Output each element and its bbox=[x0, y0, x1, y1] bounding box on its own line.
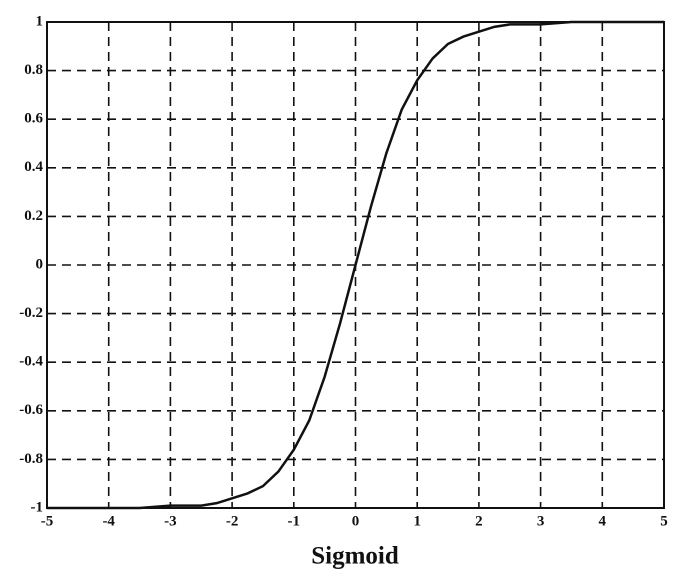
x-tick-label: 2 bbox=[475, 513, 483, 529]
y-tick-label: 0.8 bbox=[24, 62, 43, 78]
x-tick-label: 0 bbox=[352, 513, 360, 529]
x-tick-label: 1 bbox=[413, 513, 421, 529]
x-axis-label: Sigmoid bbox=[311, 543, 399, 570]
y-tick-label: -0.4 bbox=[19, 354, 43, 370]
y-tick-label: 0.4 bbox=[24, 159, 43, 175]
plot-frame bbox=[46, 21, 665, 509]
y-tick-label: -1 bbox=[31, 499, 44, 515]
y-tick-label: -0.2 bbox=[19, 305, 43, 321]
x-tick-label: -2 bbox=[226, 513, 239, 529]
x-tick-label: -4 bbox=[102, 513, 115, 529]
x-tick-label: -1 bbox=[288, 513, 301, 529]
x-tick-label: -3 bbox=[164, 513, 177, 529]
y-tick-label: 0.6 bbox=[24, 111, 43, 127]
y-tick-label: 1 bbox=[36, 13, 44, 29]
x-tick-label: 5 bbox=[660, 513, 668, 529]
y-tick-label: 0.2 bbox=[24, 208, 43, 224]
x-tick-label: 3 bbox=[537, 513, 545, 529]
x-tick-label: 4 bbox=[599, 513, 607, 529]
x-tick-label: -5 bbox=[41, 513, 54, 529]
y-tick-label: -0.6 bbox=[19, 402, 43, 418]
y-tick-label: 0 bbox=[36, 256, 44, 272]
y-tick-label: -0.8 bbox=[19, 451, 43, 467]
data-line bbox=[47, 20, 664, 510]
